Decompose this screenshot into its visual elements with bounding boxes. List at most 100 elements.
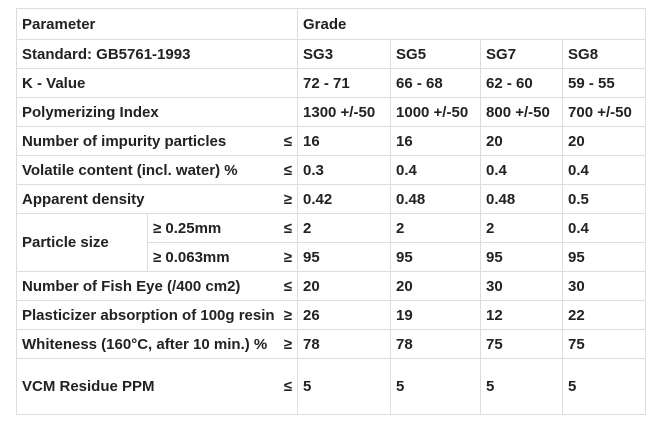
row: Polymerizing Index 1300 +/-50 1000 +/-50 80… (15, 97, 647, 127)
value-cell: 5 (562, 358, 647, 415)
value-cell: 22 (562, 300, 647, 330)
value-cell: 26 (297, 300, 392, 330)
value-cell: 5 (480, 358, 564, 415)
value-cell: 0.4 (562, 155, 647, 185)
row: ≥ Whiteness (160°C, after 10 min.) % 78 78 7… (15, 329, 647, 359)
operator: ≥ (283, 306, 293, 324)
value-cell: 30 (480, 271, 564, 301)
value-cell: SG5 (390, 39, 482, 69)
label-cell: ≤ ≥ 0.25mm (146, 213, 299, 243)
label-cell: ≤ VCM Residue PPM (15, 358, 299, 415)
value-cell: 95 (562, 242, 647, 272)
label-cell: Polymerizing Index (15, 97, 299, 127)
value-cell: 59 - 55 (562, 68, 647, 98)
value-cell: 0.4 (562, 213, 647, 243)
row: ≥ ≥ 0.063mm 95 95 95 95 (17, 242, 647, 272)
value-cell: 2 (480, 213, 564, 243)
value-cell: 30 (562, 271, 647, 301)
value-cell: 95 (480, 242, 564, 272)
spec-table: Parameter Grade Standard: GB5761-1993 SG3… (15, 8, 647, 415)
value-cell: 16 (297, 126, 392, 156)
value-cell: 2 (390, 213, 482, 243)
value-cell: SG8 (562, 39, 647, 69)
value-cell: 20 (480, 126, 564, 156)
value-cell: 1300 +/-50 (297, 97, 392, 127)
operator: ≤ (283, 161, 293, 179)
table-body: Parameter Grade Standard: GB5761-1993 SG3… (15, 8, 647, 415)
row: Standard: GB5761-1993 SG3 SG5 SG7 SG8 (15, 39, 647, 69)
label-cell: ≥ Apparent density (15, 184, 299, 214)
row: ≤ Number of Fish Eye (/400 cm2) 20 20 30 30 (15, 271, 647, 301)
operator: ≥ (283, 190, 293, 208)
value-cell: 95 (390, 242, 482, 272)
header-row: Parameter Grade (15, 8, 647, 40)
value-cell: 12 (480, 300, 564, 330)
label: Polymerizing Index (22, 103, 159, 121)
label: Plasticizer absorption of 100g resin (22, 306, 275, 324)
value-cell: 800 +/-50 (480, 97, 564, 127)
value-cell: 0.3 (297, 155, 392, 185)
value-cell: 0.48 (390, 184, 482, 214)
label-cell: K - Value (15, 68, 299, 98)
label: VCM Residue PPM (22, 378, 155, 395)
value-cell: 0.4 (390, 155, 482, 185)
label-cell: ≤ Volatile content (incl. water) % (15, 155, 299, 185)
value-cell: 75 (562, 329, 647, 359)
label: Number of Fish Eye (/400 cm2) (22, 277, 241, 295)
value-cell: 0.42 (297, 184, 392, 214)
value-cell: 78 (297, 329, 392, 359)
value-cell: 78 (390, 329, 482, 359)
value-cell: 66 - 68 (390, 68, 482, 98)
operator: ≤ (283, 132, 293, 150)
label-cell: ≥ ≥ 0.063mm (146, 242, 299, 272)
value-cell: 0.4 (480, 155, 564, 185)
operator: ≥ (283, 248, 293, 266)
label: Standard: GB5761-1993 (22, 45, 191, 63)
value-cell: 20 (297, 271, 392, 301)
header-cell: Grade (297, 8, 647, 40)
operator: ≥ (283, 335, 293, 353)
value-cell: 1000 +/-50 (390, 97, 482, 127)
label-cell: ≤ Number of Fish Eye (/400 cm2) (15, 271, 299, 301)
row: ≥ Plasticizer absorption of 100g resin 26 1… (15, 300, 647, 330)
value-cell: 5 (297, 358, 392, 415)
value-cell: SG3 (297, 39, 392, 69)
row: Particle size ≤ ≥ 0.25mm 2 2 2 0.4 (16, 213, 647, 272)
label: Number of impurity particles (22, 132, 227, 150)
operator: ≤ (283, 219, 293, 237)
header-cell: Parameter (15, 8, 299, 40)
value-cell: 0.5 (562, 184, 647, 214)
label-cell: ≥ Plasticizer absorption of 100g resin (15, 300, 299, 330)
label-cell: ≥ Whiteness (160°C, after 10 min.) % (15, 329, 299, 359)
row: ≤ VCM Residue PPM 5 5 5 5 (15, 358, 647, 415)
value-cell: SG7 (480, 39, 564, 69)
value-cell: 72 - 71 (297, 68, 392, 98)
value-cell: 62 - 60 (480, 68, 564, 98)
row: ≤ Number of impurity particles 16 16 20 20 (15, 126, 647, 156)
label: Apparent density (22, 190, 145, 208)
label: Whiteness (160°C, after 10 min.) % (22, 335, 268, 353)
label-cell: Particle size (16, 213, 148, 272)
value-cell: 75 (480, 329, 564, 359)
label: ≥ 0.25mm (153, 219, 222, 237)
row: ≥ Apparent density 0.42 0.48 0.48 0.5 (15, 184, 647, 214)
operator: ≤ (283, 277, 293, 295)
row: ≤ Volatile content (incl. water) % 0.3 0.4 0… (15, 155, 647, 185)
value-cell: 95 (297, 242, 392, 272)
row: K - Value 72 - 71 66 - 68 62 - 60 59 - 55 (15, 68, 647, 98)
label-cell: ≤ Number of impurity particles (15, 126, 299, 156)
value-cell: 700 +/-50 (562, 97, 647, 127)
value-cell: 2 (297, 213, 392, 243)
label-cell: Standard: GB5761-1993 (15, 39, 299, 69)
value-cell: 19 (390, 300, 482, 330)
label: Volatile content (incl. water) % (22, 161, 238, 179)
value-cell: 16 (390, 126, 482, 156)
label: ≥ 0.063mm (153, 248, 230, 266)
value-cell: 5 (390, 358, 482, 415)
value-cell: 20 (390, 271, 482, 301)
value-cell: 20 (562, 126, 647, 156)
label: K - Value (22, 74, 86, 92)
operator: ≤ (283, 378, 293, 395)
value-cell: 0.48 (480, 184, 564, 214)
